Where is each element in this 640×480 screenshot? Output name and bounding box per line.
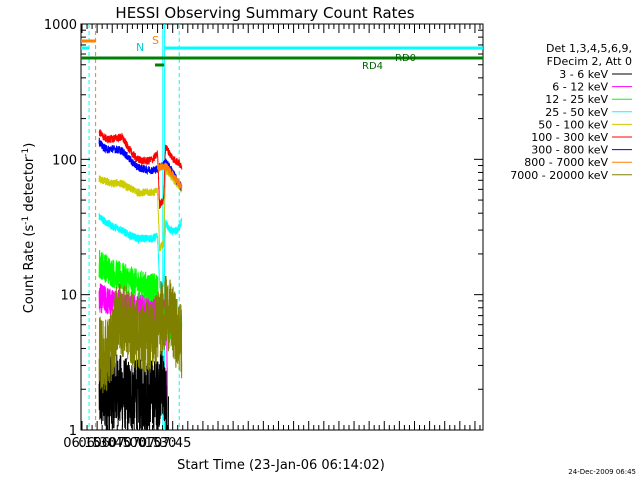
chart-title: HESSI Observing Summary Count Rates: [115, 4, 414, 22]
series-line-5: [98, 129, 183, 209]
y-tick-label: 10: [60, 289, 77, 304]
legend: Det 1,3,4,5,6,9, FDecim 2, Att 0 3 - 6 k…: [510, 42, 632, 182]
x-tick-label: 07:15: [124, 436, 161, 451]
y-axis-label-suffix: ): [22, 143, 37, 148]
series-layer: [98, 129, 183, 431]
timestamp: 24-Dec-2009 06:45: [568, 468, 636, 476]
y-tick-label: 1: [69, 424, 77, 439]
x-tick-label: 06:45: [93, 436, 130, 451]
y-axis-ticks: 1 10 100 1000: [44, 18, 483, 439]
night-label: N: [136, 41, 144, 54]
x-tick-label: 06:30: [78, 436, 115, 451]
saa-label: S: [152, 34, 159, 47]
x-axis-label: Start Time (23-Jan-06 06:14:02): [177, 458, 385, 473]
y-tick-label: 1000: [44, 18, 77, 33]
y-axis-label: Count Rate (s-1 detector-1): [21, 143, 37, 314]
legend-item-label: 7000 - 20000 keV: [510, 169, 608, 182]
x-tick-label: 06:15: [63, 436, 100, 451]
plot-frame: [80, 23, 484, 431]
legend-item-label: 50 - 100 keV: [538, 118, 608, 131]
rd0-label: RD0: [395, 53, 416, 64]
y-axis-label-sup: -1: [21, 216, 31, 225]
y-tick-label: 100: [52, 153, 77, 168]
legend-item-label: 25 - 50 keV: [545, 106, 608, 119]
legend-header-line-2: FDecim 2, Att 0: [547, 55, 632, 68]
legend-header-line-1: Det 1,3,4,5,6,9,: [546, 42, 632, 55]
legend-item-label: 3 - 6 keV: [559, 68, 608, 81]
series-line-4: [98, 166, 183, 252]
series-line-3: [98, 212, 183, 291]
series-line-0: [98, 350, 169, 431]
legend-item-label: 12 - 25 keV: [545, 93, 608, 106]
x-tick-label: 07:30: [139, 436, 176, 451]
legend-item-label: 6 - 12 keV: [552, 81, 608, 94]
rd4-label: RD4: [362, 61, 383, 72]
y-axis-label-sup2: -1: [21, 148, 31, 157]
y-axis-label-prefix: Count Rate (s: [22, 225, 37, 314]
x-tick-label: 07:00: [109, 436, 146, 451]
legend-item-label: 300 - 800 keV: [531, 144, 608, 157]
legend-item-label: 100 - 300 keV: [531, 131, 608, 144]
series-line-6: [98, 137, 183, 191]
x-tick-label: 07:45: [154, 436, 191, 451]
y-axis-label-mid: detector: [22, 156, 37, 216]
series-line-8: [98, 275, 183, 394]
legend-item-label: 800 - 7000 keV: [524, 156, 608, 169]
series-line-7: [157, 162, 183, 192]
